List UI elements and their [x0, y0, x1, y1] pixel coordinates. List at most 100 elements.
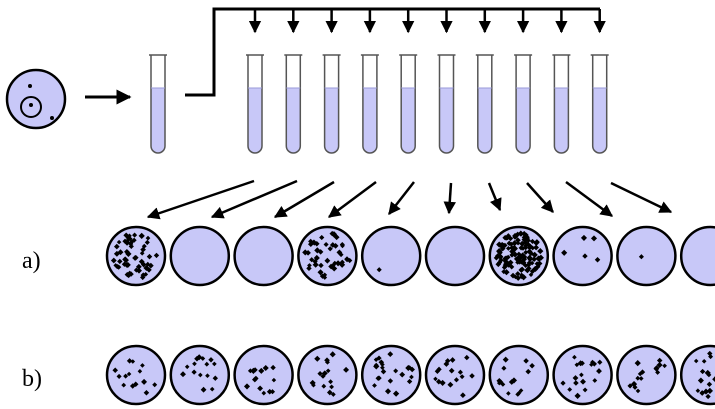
colony-dot: [140, 363, 145, 368]
petri-dish-icon: [679, 344, 715, 406]
colony-dot: [638, 254, 644, 260]
test-tube-icon: [590, 54, 609, 154]
arrow-icon: [610, 181, 673, 214]
colony-dot: [433, 376, 438, 382]
colony-dot: [464, 354, 470, 361]
colony-dot: [501, 365, 507, 371]
plate-outline: [616, 225, 677, 287]
colony-dot: [50, 116, 54, 120]
colony-dot: [328, 263, 334, 270]
petri-dish-icon: [169, 225, 231, 287]
colony-dot: [516, 390, 522, 396]
colony-dot: [113, 243, 120, 250]
tube-outline: [477, 55, 493, 154]
petri-dish-icon: [679, 225, 715, 287]
row-a-label: a): [22, 248, 41, 274]
colony-dot: [507, 259, 514, 266]
colony-dot: [580, 378, 586, 385]
tube-medium: [286, 88, 301, 153]
colony-dot: [561, 249, 568, 256]
colony-dot: [519, 272, 525, 278]
distribution-arrows: [248, 9, 606, 34]
tube-medium: [439, 88, 454, 153]
tube-medium: [477, 88, 492, 153]
colony-dot: [261, 390, 267, 396]
colony-dot: [634, 360, 641, 367]
colony-dot: [509, 264, 515, 270]
plate-outline: [360, 225, 422, 287]
colony-dot: [330, 392, 336, 397]
colony-dot: [505, 245, 511, 251]
colony-dot: [509, 245, 515, 251]
colony-dot: [125, 250, 132, 258]
colony-dot: [212, 375, 218, 381]
colony-dot: [393, 368, 399, 374]
colony-dot: [336, 249, 343, 256]
colony-dot: [205, 373, 210, 379]
colony-dot: [380, 368, 387, 375]
colony-dot: [321, 370, 328, 377]
colony-dot: [522, 256, 528, 262]
colony-dot: [311, 240, 317, 246]
colony-dot: [627, 383, 633, 389]
colony-dot: [597, 359, 603, 365]
colony-dot: [141, 243, 147, 249]
colony-dot: [528, 250, 534, 257]
arrow-icon: [210, 179, 298, 219]
colony-dot: [523, 249, 529, 255]
colony-dot: [407, 365, 412, 370]
colony-dot: [592, 378, 598, 383]
colony-dot: [453, 377, 460, 383]
colony-dot: [376, 267, 382, 273]
colony-dot: [380, 365, 385, 370]
colony-dot: [29, 103, 33, 107]
petri-dish-icon: [488, 225, 550, 287]
colony-dot: [126, 358, 133, 364]
colony-dot: [124, 271, 130, 278]
colony-dot: [523, 358, 529, 364]
colony-dot: [306, 265, 312, 272]
colony-dot: [496, 377, 503, 384]
colony-dot: [117, 258, 123, 265]
tube-medium: [516, 88, 531, 153]
arrow-icon: [487, 182, 502, 212]
plate-outline: [169, 225, 231, 287]
colony-dot: [501, 264, 508, 270]
colony-dot: [699, 390, 706, 396]
colony-dot: [375, 375, 381, 381]
colony-dot: [126, 371, 132, 377]
arrow-icon: [327, 180, 377, 219]
plate-outline: [297, 225, 358, 287]
colony-dot: [322, 275, 328, 280]
colony-dot: [143, 271, 149, 277]
colony-dot: [560, 380, 566, 386]
colony-dot: [311, 382, 316, 388]
colony-dot: [536, 260, 543, 267]
colony-dot: [582, 387, 588, 393]
colony-dot: [706, 381, 713, 387]
colony-dot: [318, 262, 324, 269]
plates-row-b: [105, 344, 715, 406]
tube-outline: [515, 55, 531, 154]
petri-dish-icon: [297, 225, 358, 287]
colony-dot: [514, 231, 521, 238]
colony-dot: [317, 370, 323, 377]
colony-dot: [567, 387, 573, 392]
arrow-icon: [443, 182, 456, 215]
colony-dot: [135, 263, 142, 270]
colony-dot: [332, 242, 339, 249]
petri-dish-icon: [105, 225, 167, 287]
petri-dish-icon: [360, 225, 422, 287]
plate-outline: [424, 225, 486, 287]
tube-medium: [592, 88, 607, 153]
test-tube-icon: [514, 54, 533, 154]
colony-dot: [532, 266, 539, 273]
arrow-icon: [388, 181, 415, 215]
colony-dot: [447, 381, 454, 388]
petri-dish-icon: [297, 344, 358, 406]
colony-dot: [494, 253, 501, 259]
colony-dot: [138, 232, 145, 240]
colony-dot: [139, 250, 145, 256]
colony-dot: [705, 393, 711, 400]
colony-dot: [319, 235, 325, 240]
